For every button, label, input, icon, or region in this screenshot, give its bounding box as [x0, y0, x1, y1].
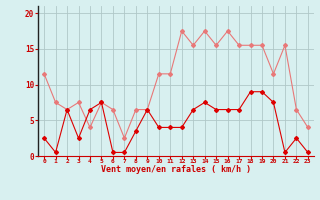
- X-axis label: Vent moyen/en rafales ( km/h ): Vent moyen/en rafales ( km/h ): [101, 165, 251, 174]
